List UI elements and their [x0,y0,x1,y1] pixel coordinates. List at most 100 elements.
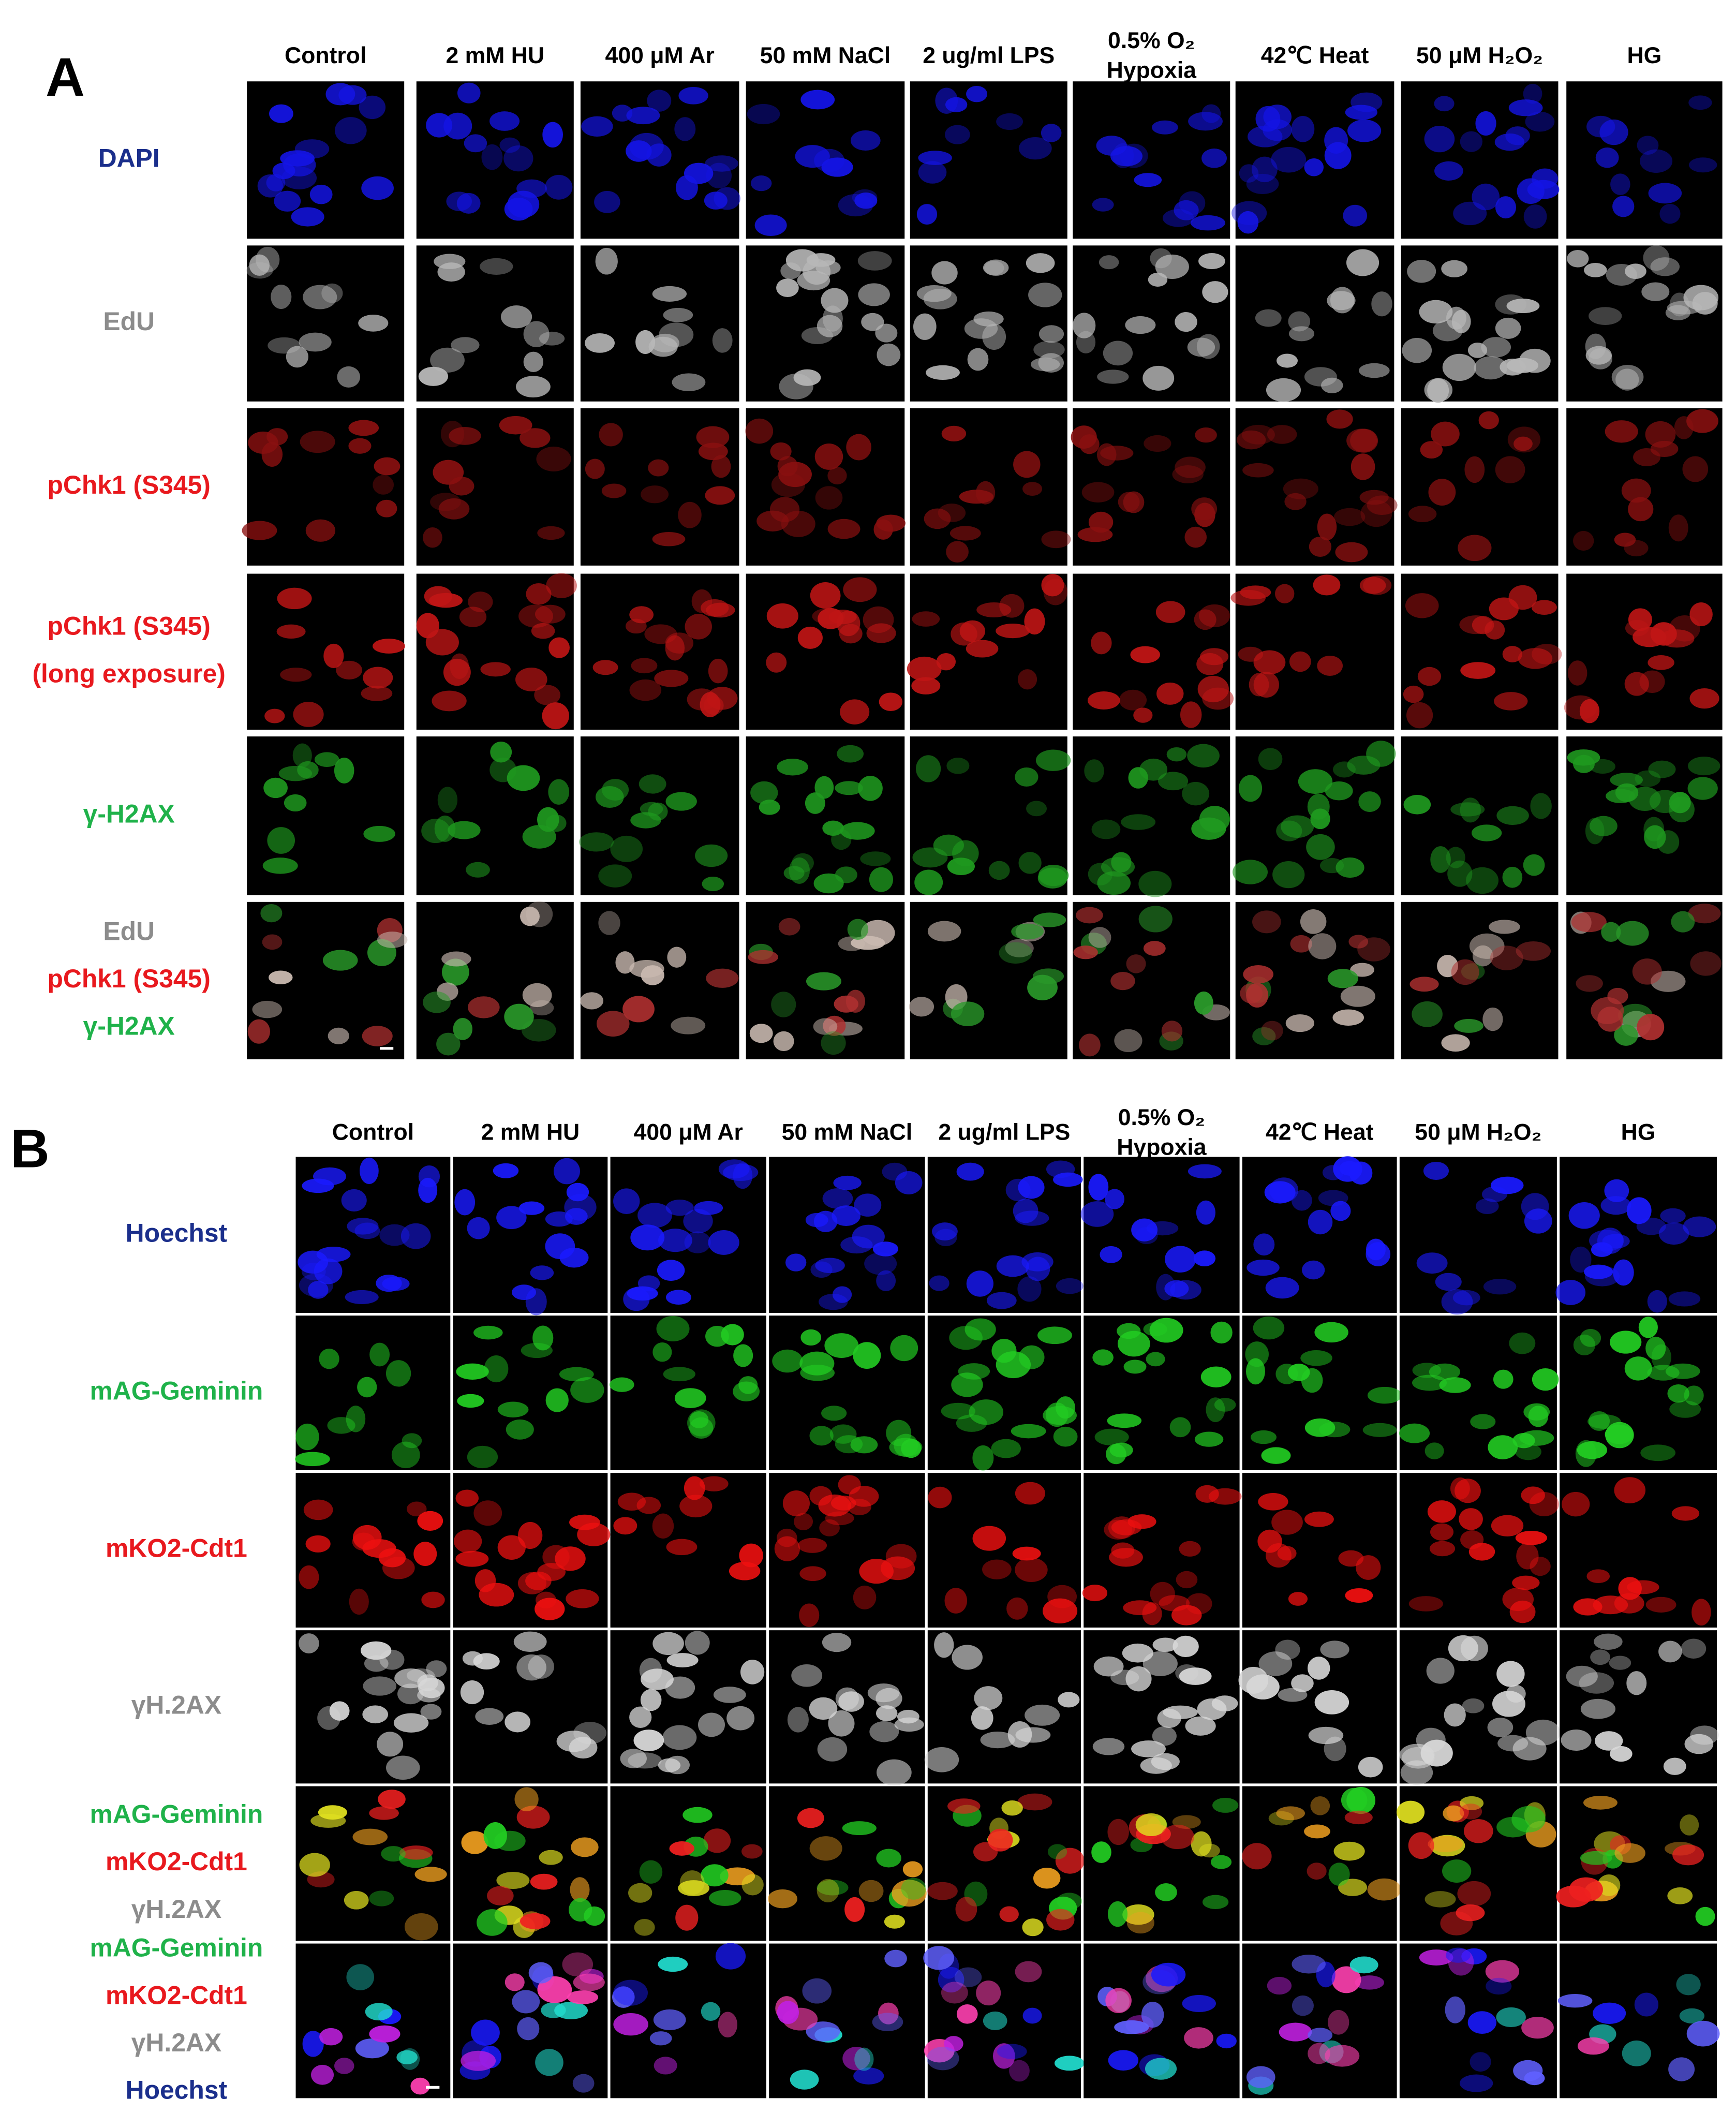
nucleus [1419,1949,1453,1966]
nucleus [1451,959,1479,985]
nucleus [1088,1174,1109,1201]
nucleus [934,1229,957,1247]
nucleus [1114,2020,1149,2034]
nucleus [1444,1703,1466,1727]
nucleus [778,462,812,487]
column-header: 400 μM Ar [634,1120,743,1145]
nucleus [931,261,958,285]
nucleus [1690,951,1722,976]
nucleus [496,1871,530,1889]
nucleus [438,498,470,520]
nucleus [369,1342,390,1367]
nucleus [1590,816,1618,836]
nucleus [805,792,825,814]
nucleus [1169,1417,1191,1438]
nucleus [1200,1366,1231,1387]
nucleus [1194,991,1213,1015]
nucleus [966,85,988,102]
nucleus [1580,1851,1612,1865]
nucleus [1093,1656,1124,1677]
nucleus [1523,83,1542,104]
nucleus [1523,854,1545,876]
nucleus [520,428,551,448]
nucleus [449,427,481,445]
nucleus [335,117,367,144]
nucleus [1130,646,1160,663]
nucleus [1291,1674,1314,1692]
nucleus [459,607,487,627]
nucleus [1434,161,1463,181]
nucleus [1593,2002,1626,2024]
nucleus [1076,331,1096,353]
nucleus [599,423,623,447]
nucleus [1561,1729,1592,1751]
nucleus [424,586,452,607]
nucleus [1276,820,1302,841]
nucleus [526,901,553,927]
nucleus [362,1705,388,1724]
nucleus [630,812,661,829]
nucleus [284,794,307,812]
nucleus [1521,2017,1554,2039]
nucleus [1184,526,1207,548]
nucleus [1530,793,1552,819]
nucleus [1321,377,1343,393]
nucleus [733,1344,753,1367]
row-label: EdU [103,307,155,336]
nucleus [654,2057,677,2075]
nucleus [348,438,372,454]
nucleus [805,1213,828,1228]
nucleus [880,1556,915,1580]
nucleus [1408,1832,1434,1859]
nucleus [418,1165,440,1188]
nucleus [1423,1161,1449,1180]
nucleus [854,193,878,209]
nucleus [301,1262,326,1280]
nucleus [1431,421,1460,447]
nucleus [629,1706,652,1728]
nucleus [1648,183,1682,204]
nucleus [1568,1202,1600,1229]
nucleus [949,1326,983,1350]
nucleus [818,1494,851,1517]
nucleus [1491,1515,1524,1536]
nucleus [613,1188,640,1214]
nucleus [956,2004,978,2024]
nucleus [872,1242,898,1257]
nucleus [1408,506,1437,523]
nucleus [385,1360,411,1387]
column-header: 42℃ Heat [1266,1120,1374,1145]
nucleus [1117,1331,1150,1357]
nucleus [1494,133,1525,151]
nucleus [997,2044,1027,2059]
nucleus [1680,1814,1699,1836]
nucleus [877,343,901,366]
nucleus [1466,867,1499,894]
nucleus [354,1222,380,1239]
nucleus [801,327,833,344]
nucleus [1426,1658,1455,1684]
nucleus [1105,1189,1125,1209]
nucleus [1202,281,1228,303]
nucleus [1300,1350,1332,1366]
nucleus [1017,1793,1052,1811]
nucleus [1308,2028,1333,2043]
nucleus [965,1318,996,1341]
nucleus [1587,1414,1621,1429]
nucleus [815,1258,845,1274]
nucleus [381,1846,406,1862]
nucleus [530,1265,554,1280]
nucleus [1172,465,1204,484]
nucleus [1105,1988,1132,2014]
nucleus [1604,1179,1629,1203]
nucleus [1682,456,1709,482]
nucleus [967,348,989,371]
nucleus [1277,353,1298,368]
nucleus [322,950,358,971]
nucleus [1123,1359,1147,1374]
nucleus [766,652,787,673]
nucleus [1521,1486,1545,1504]
nucleus [1252,910,1281,934]
nucleus [1403,794,1431,815]
nucleus [641,1668,674,1690]
